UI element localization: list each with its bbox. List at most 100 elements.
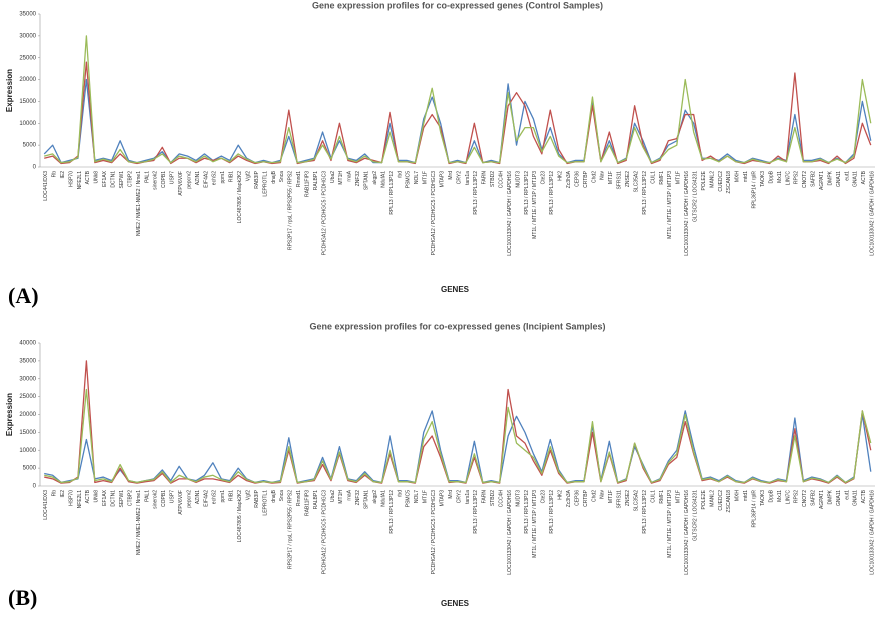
x-tick-label: NdufA1 [380, 171, 386, 188]
x-tick-label: echS2 [212, 490, 218, 504]
x-tick-label: NOL7 [414, 490, 420, 503]
series-line [44, 388, 872, 484]
x-tick-label: NUDT3 [515, 171, 521, 188]
x-tick-label: AGPAT1 [819, 171, 825, 190]
x-tick-label: LOC100133042 / GAPDH / GAPDH16 [684, 490, 690, 575]
x-tick-label: rnaA [347, 170, 353, 181]
x-tick-label: EIF4A2 [203, 490, 209, 507]
x-tick-label: Chd2 [591, 171, 597, 183]
x-axis-label: GENES [441, 285, 470, 294]
x-tick-label: LIN7C [785, 490, 791, 505]
x-tick-label: LEPROTL1 [262, 490, 268, 516]
x-tick-label: CNOT2 [802, 171, 808, 188]
x-tick-label: FARN [482, 490, 488, 504]
x-tick-label: GNA11 [853, 171, 859, 187]
x-tick-label: LOC100133042 / GAPDH / GAPDH16 [684, 171, 690, 256]
y-tick-label: 30000 [19, 33, 36, 39]
x-tick-label: Chd2 [591, 490, 597, 502]
y-tick-label: 30000 [19, 376, 36, 382]
x-tick-label: Rmnd1 [296, 171, 302, 187]
x-tick-label: HSP70 [68, 171, 74, 187]
x-tick-label: ppm1 [220, 171, 226, 184]
series-line [44, 360, 872, 484]
x-tick-label: FARN [482, 171, 488, 185]
x-tick-label: RPL36P14 / rplR [752, 490, 758, 528]
x-tick-label: MT1L / MT1E / MT1P / MT1P3 [532, 171, 538, 239]
x-tick-label: PAL1 [144, 171, 150, 183]
chart-title: Gene expression profiles for co-expresse… [309, 321, 605, 331]
x-tick-label: CUL1 [650, 490, 656, 503]
y-tick-label: 35000 [19, 12, 36, 18]
x-tick-label: HSP70 [68, 490, 74, 506]
x-tick-label: RIB1 [229, 171, 235, 182]
x-tick-label: RPS2P17 / rpsL / RPS2P55 / RPS2 [288, 490, 294, 569]
x-tick-label: POLE2E [701, 489, 707, 509]
x-tick-label: ACTB [861, 489, 867, 503]
x-tick-label: MANL2 [709, 171, 715, 188]
x-tick-label: NdufA1 [380, 490, 386, 507]
y-tick-label: 10000 [19, 121, 36, 127]
x-tick-label: RPS2 [794, 171, 800, 184]
x-tick-label: Uba2 [330, 171, 336, 183]
x-tick-label: RPL13 / RPL13P12 [389, 490, 395, 534]
x-tick-label: LOC100133042 / GAPDH / GAPDH16 [870, 171, 876, 256]
x-tick-label: EIF4A2 [203, 171, 209, 188]
series-line [44, 61, 872, 165]
y-tick-label: 0 [33, 484, 37, 490]
x-tick-label: COPB1 [161, 171, 167, 188]
x-tick-label: PAL1 [144, 490, 150, 502]
x-tick-label: LOC441/DX3 [43, 490, 49, 520]
x-tick-label: eut1 [844, 490, 850, 500]
x-tick-label: PSMC5 [406, 490, 412, 507]
x-tick-label: GNA11 [836, 171, 842, 187]
x-tick-label: RPL13 / RPL13P12 [473, 171, 479, 215]
x-tick-label: NFE2L1 [77, 171, 83, 190]
x-tick-label: EF1AX [102, 489, 108, 506]
series-line [43, 78, 872, 164]
x-tick-label: rnaA [347, 489, 353, 500]
x-tick-label: TAOK3 [760, 171, 766, 187]
x-tick-label: tars1a [465, 171, 471, 185]
x-tick-label: HK2 [558, 490, 564, 500]
series-line [44, 410, 872, 484]
panel-label: (A) [8, 283, 39, 308]
x-tick-label: AZIN1 [195, 490, 201, 504]
x-tick-label: RAB11FIP3 [305, 490, 311, 516]
x-tick-label: ATPV6V0F [178, 171, 184, 196]
x-tick-label: RPL13 / RPL13P12 [549, 171, 555, 215]
x-tick-label: NOL7 [414, 171, 420, 184]
x-tick-label: Rmnd1 [296, 490, 302, 506]
x-tick-label: CTBP2 [127, 490, 133, 506]
x-tick-label: LOC487805 / Mapk2K2 [237, 490, 243, 542]
x-tick-label: MXH [735, 490, 741, 502]
y-tick-label: 20000 [19, 412, 36, 418]
y-tick-label: 0 [33, 165, 37, 171]
x-tick-label: AZIN1 [195, 171, 201, 185]
x-tick-label: ZNSE2 [625, 171, 631, 187]
x-tick-label: SEPW1 [119, 171, 125, 189]
x-tick-label: Nav [600, 490, 606, 499]
x-tick-label: DMPK [827, 170, 833, 185]
x-tick-label: Snca [279, 171, 285, 183]
x-tick-label: GNA11 [836, 490, 842, 506]
x-tick-label: ZNSE2 [625, 490, 631, 506]
y-axis-label: Expression [5, 69, 14, 112]
x-tick-label: RPS2 [794, 490, 800, 503]
x-tick-label: rbd [397, 171, 403, 178]
x-tick-label: Cte23 [541, 171, 547, 185]
x-tick-label: CUL1 [650, 171, 656, 184]
x-tick-label: MT1F [423, 490, 429, 503]
x-tick-label: CNOT2 [802, 490, 808, 507]
x-tick-label: LEPROTL1 [262, 171, 268, 197]
x-tick-label: MT1F [608, 490, 614, 503]
x-tick-label: echS2 [212, 171, 218, 185]
x-tick-label: Rb [51, 490, 57, 497]
x-tick-label: NUDT3 [515, 490, 521, 507]
x-tick-label: SPTAN1 [364, 171, 370, 190]
x-tick-label: ZNF32 [355, 490, 361, 506]
x-tick-label: LOC487805 / Mapk2K2 [237, 171, 243, 223]
x-tick-label: USP7 [170, 171, 176, 184]
x-tick-label: sinerok2 [153, 490, 159, 509]
x-tick-label: MXH [735, 171, 741, 183]
